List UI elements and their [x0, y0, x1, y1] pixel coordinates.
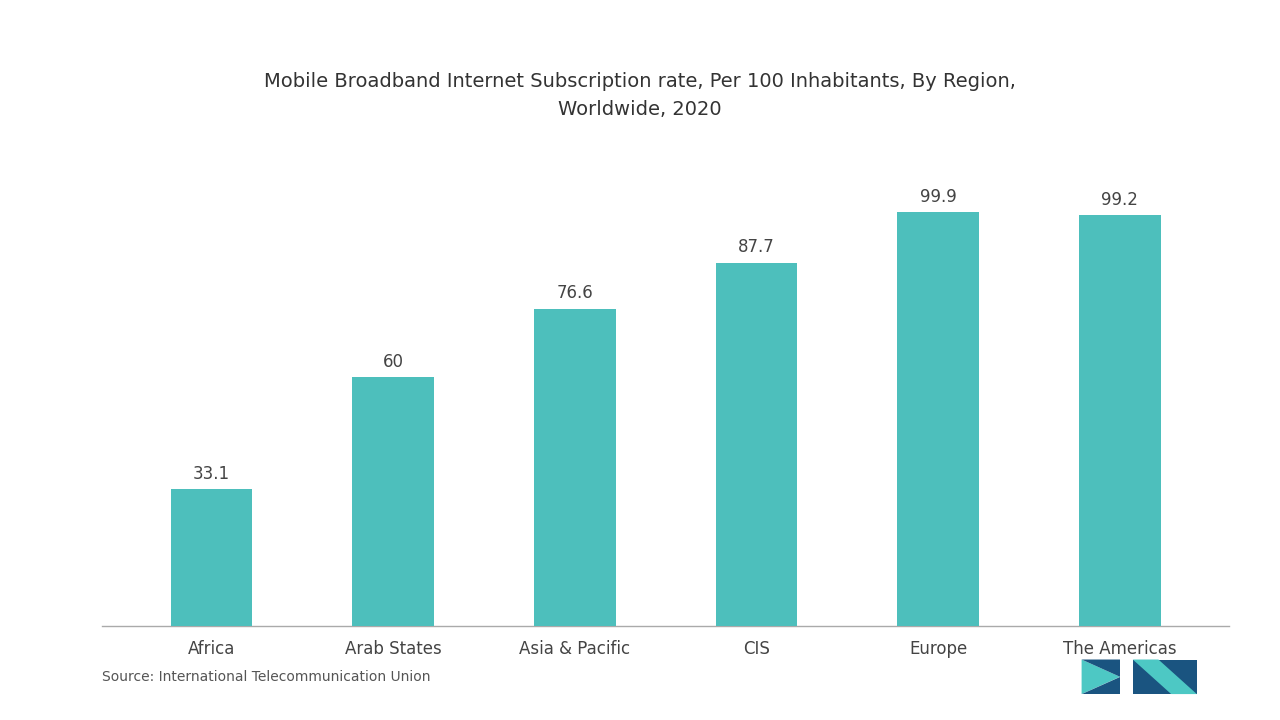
Bar: [716, 263, 797, 626]
Text: 99.9: 99.9: [920, 188, 956, 206]
Text: 76.6: 76.6: [557, 284, 593, 302]
Bar: [170, 489, 252, 626]
Bar: [534, 309, 616, 626]
Text: Mobile Broadband Internet Subscription rate, Per 100 Inhabitants, By Region,
Wor: Mobile Broadband Internet Subscription r…: [264, 72, 1016, 119]
Bar: [352, 377, 434, 626]
Text: 87.7: 87.7: [739, 238, 774, 256]
Text: 33.1: 33.1: [193, 465, 230, 483]
Bar: [897, 212, 979, 626]
Text: 99.2: 99.2: [1101, 191, 1138, 209]
Bar: [1079, 215, 1161, 626]
Text: 60: 60: [383, 354, 403, 372]
Text: Source: International Telecommunication Union: Source: International Telecommunication …: [102, 670, 431, 684]
